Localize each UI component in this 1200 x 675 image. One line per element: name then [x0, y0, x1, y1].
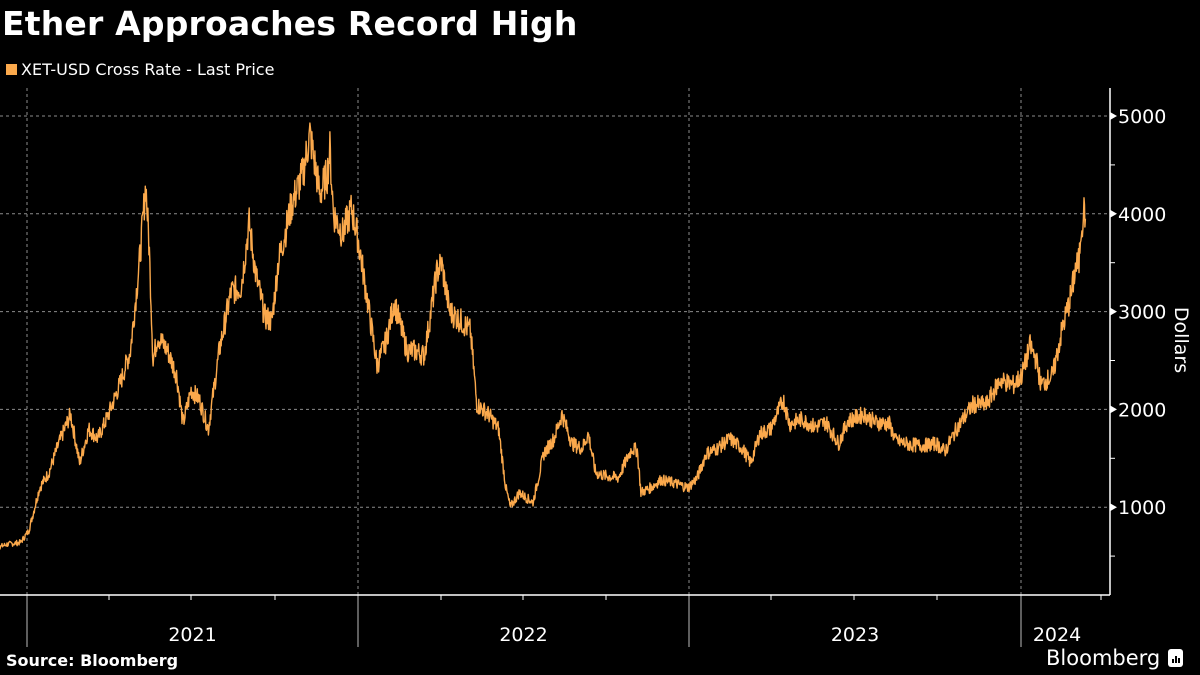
y-tick-label: 4000: [1118, 204, 1166, 226]
y-tick-label: 2000: [1118, 399, 1166, 421]
y-tick-marker-icon: [1110, 405, 1117, 414]
legend: XET-USD Cross Rate - Last Price: [6, 60, 274, 79]
y-axis-label: Dollars: [1170, 307, 1192, 373]
price-series-line: [0, 122, 1087, 550]
x-tick-label: 2021: [168, 624, 216, 646]
x-tick-label: 2023: [831, 624, 879, 646]
bloomberg-brand: Bloomberg: [1046, 646, 1184, 670]
y-tick-label: 5000: [1118, 106, 1166, 128]
axes: 1000 2000 3000 4000 5000 2021 2022 2023 2024: [0, 88, 1166, 647]
x-tick-label: 2022: [499, 624, 547, 646]
y-tick-marker-icon: [1110, 112, 1117, 120]
y-tick-label: 1000: [1118, 497, 1166, 519]
bloomberg-chart-icon: [1168, 649, 1184, 667]
legend-label: XET-USD Cross Rate - Last Price: [21, 60, 275, 79]
y-tick-marker-icon: [1110, 503, 1117, 512]
y-tick-marker-icon: [1110, 209, 1117, 218]
x-tick-label: 2024: [1033, 624, 1081, 646]
legend-swatch-icon: [6, 64, 17, 75]
brand-label: Bloomberg: [1046, 646, 1161, 670]
y-tick-label: 3000: [1118, 302, 1166, 324]
source-note: Source: Bloomberg: [6, 651, 179, 670]
y-tick-marker-icon: [1110, 307, 1117, 316]
gridlines: [0, 88, 1110, 595]
chart-title: Ether Approaches Record High: [2, 4, 578, 43]
